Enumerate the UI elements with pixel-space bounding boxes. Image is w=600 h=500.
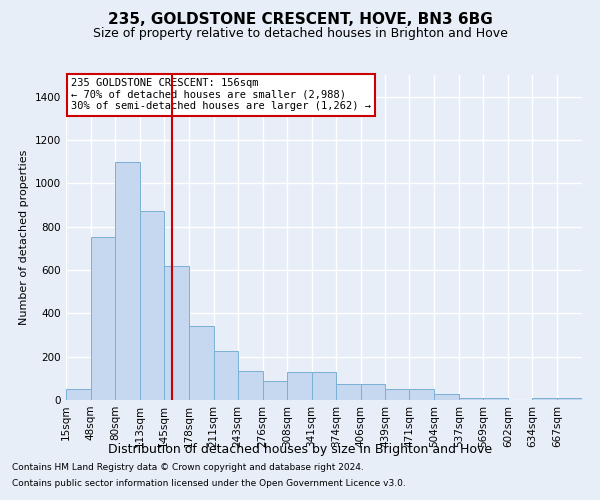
Bar: [214, 351, 238, 400]
Text: Size of property relative to detached houses in Brighton and Hove: Size of property relative to detached ho…: [92, 28, 508, 40]
Bar: [189, 326, 214, 400]
Bar: [115, 162, 140, 400]
Bar: [484, 398, 508, 400]
Text: 235, GOLDSTONE CRESCENT, HOVE, BN3 6BG: 235, GOLDSTONE CRESCENT, HOVE, BN3 6BG: [107, 12, 493, 28]
Bar: [311, 372, 337, 400]
Bar: [164, 266, 189, 400]
Y-axis label: Number of detached properties: Number of detached properties: [19, 150, 29, 325]
Bar: [337, 384, 361, 400]
Text: Contains public sector information licensed under the Open Government Licence v3: Contains public sector information licen…: [12, 478, 406, 488]
Bar: [140, 212, 164, 400]
Bar: [434, 394, 459, 400]
Bar: [459, 398, 484, 400]
Bar: [263, 380, 287, 400]
Bar: [91, 238, 115, 400]
Bar: [66, 389, 91, 400]
Bar: [287, 372, 311, 400]
Text: Contains HM Land Registry data © Crown copyright and database right 2024.: Contains HM Land Registry data © Crown c…: [12, 464, 364, 472]
Bar: [238, 371, 263, 400]
Text: 235 GOLDSTONE CRESCENT: 156sqm
← 70% of detached houses are smaller (2,988)
30% : 235 GOLDSTONE CRESCENT: 156sqm ← 70% of …: [71, 78, 371, 112]
Text: Distribution of detached houses by size in Brighton and Hove: Distribution of detached houses by size …: [108, 442, 492, 456]
Bar: [385, 389, 409, 400]
Bar: [532, 398, 557, 400]
Bar: [409, 389, 434, 400]
Bar: [557, 398, 582, 400]
Bar: [361, 384, 385, 400]
